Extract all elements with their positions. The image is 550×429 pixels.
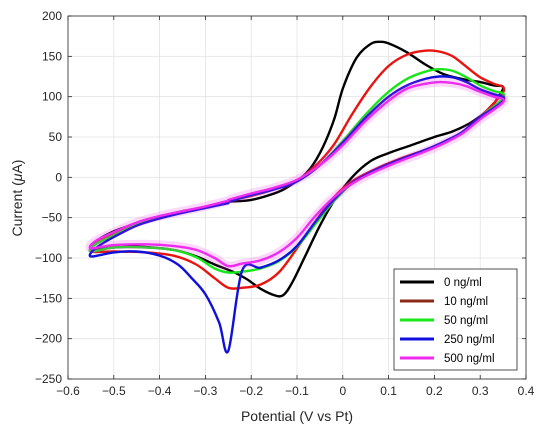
x-tick-label: 0.4 — [518, 384, 535, 398]
x-tick-label: 0.1 — [380, 384, 397, 398]
y-axis-label-mu: μ — [9, 173, 25, 182]
x-tick-label: −0.4 — [148, 384, 172, 398]
y-tick-label: −250 — [35, 372, 62, 386]
y-tick-label: −150 — [35, 291, 62, 305]
y-axis-label: Current (μA) — [9, 160, 25, 237]
series-line — [88, 80, 506, 268]
legend-label: 0 ng/ml — [444, 277, 482, 289]
series-line — [88, 75, 506, 354]
x-tick-label: 0 — [339, 384, 346, 398]
series-layer — [85, 40, 509, 354]
legend-label: 10 ng/ml — [444, 296, 488, 308]
y-tick-label: 0 — [55, 170, 62, 184]
legend-label: 50 ng/ml — [444, 315, 488, 327]
y-tick-label: 100 — [42, 90, 62, 104]
y-axis-label-suffix: A) — [9, 160, 25, 174]
legend: 0 ng/ml 10 ng/ml 50 ng/ml 250 ng/ml 500 ng/m… — [393, 268, 518, 371]
x-tick-label: −0.1 — [285, 384, 309, 398]
ticks: −0.6 −0.5 −0.4 −0.3 −0.2 −0.1 0 0.1 0.2 0.3 0.4 −25… — [35, 9, 535, 398]
y-tick-label: 50 — [49, 130, 63, 144]
y-tick-label: −200 — [35, 332, 62, 346]
x-tick-label: 0.2 — [426, 384, 443, 398]
x-tick-label: 0.3 — [472, 384, 489, 398]
x-tick-label: −0.3 — [194, 384, 218, 398]
x-axis-label: Potential (V vs Pt) — [241, 408, 353, 424]
x-tick-label: −0.6 — [56, 384, 80, 398]
x-tick-label: −0.5 — [102, 384, 126, 398]
y-axis-label-prefix: Current ( — [9, 181, 25, 237]
x-tick-label: −0.2 — [239, 384, 263, 398]
legend-label: 250 ng/ml — [444, 334, 495, 346]
legend-label: 500 ng/ml — [444, 353, 495, 365]
y-tick-label: 200 — [42, 9, 62, 23]
y-tick-label: 150 — [42, 49, 62, 63]
y-tick-label: −50 — [42, 211, 63, 225]
y-tick-label: −100 — [35, 251, 62, 265]
